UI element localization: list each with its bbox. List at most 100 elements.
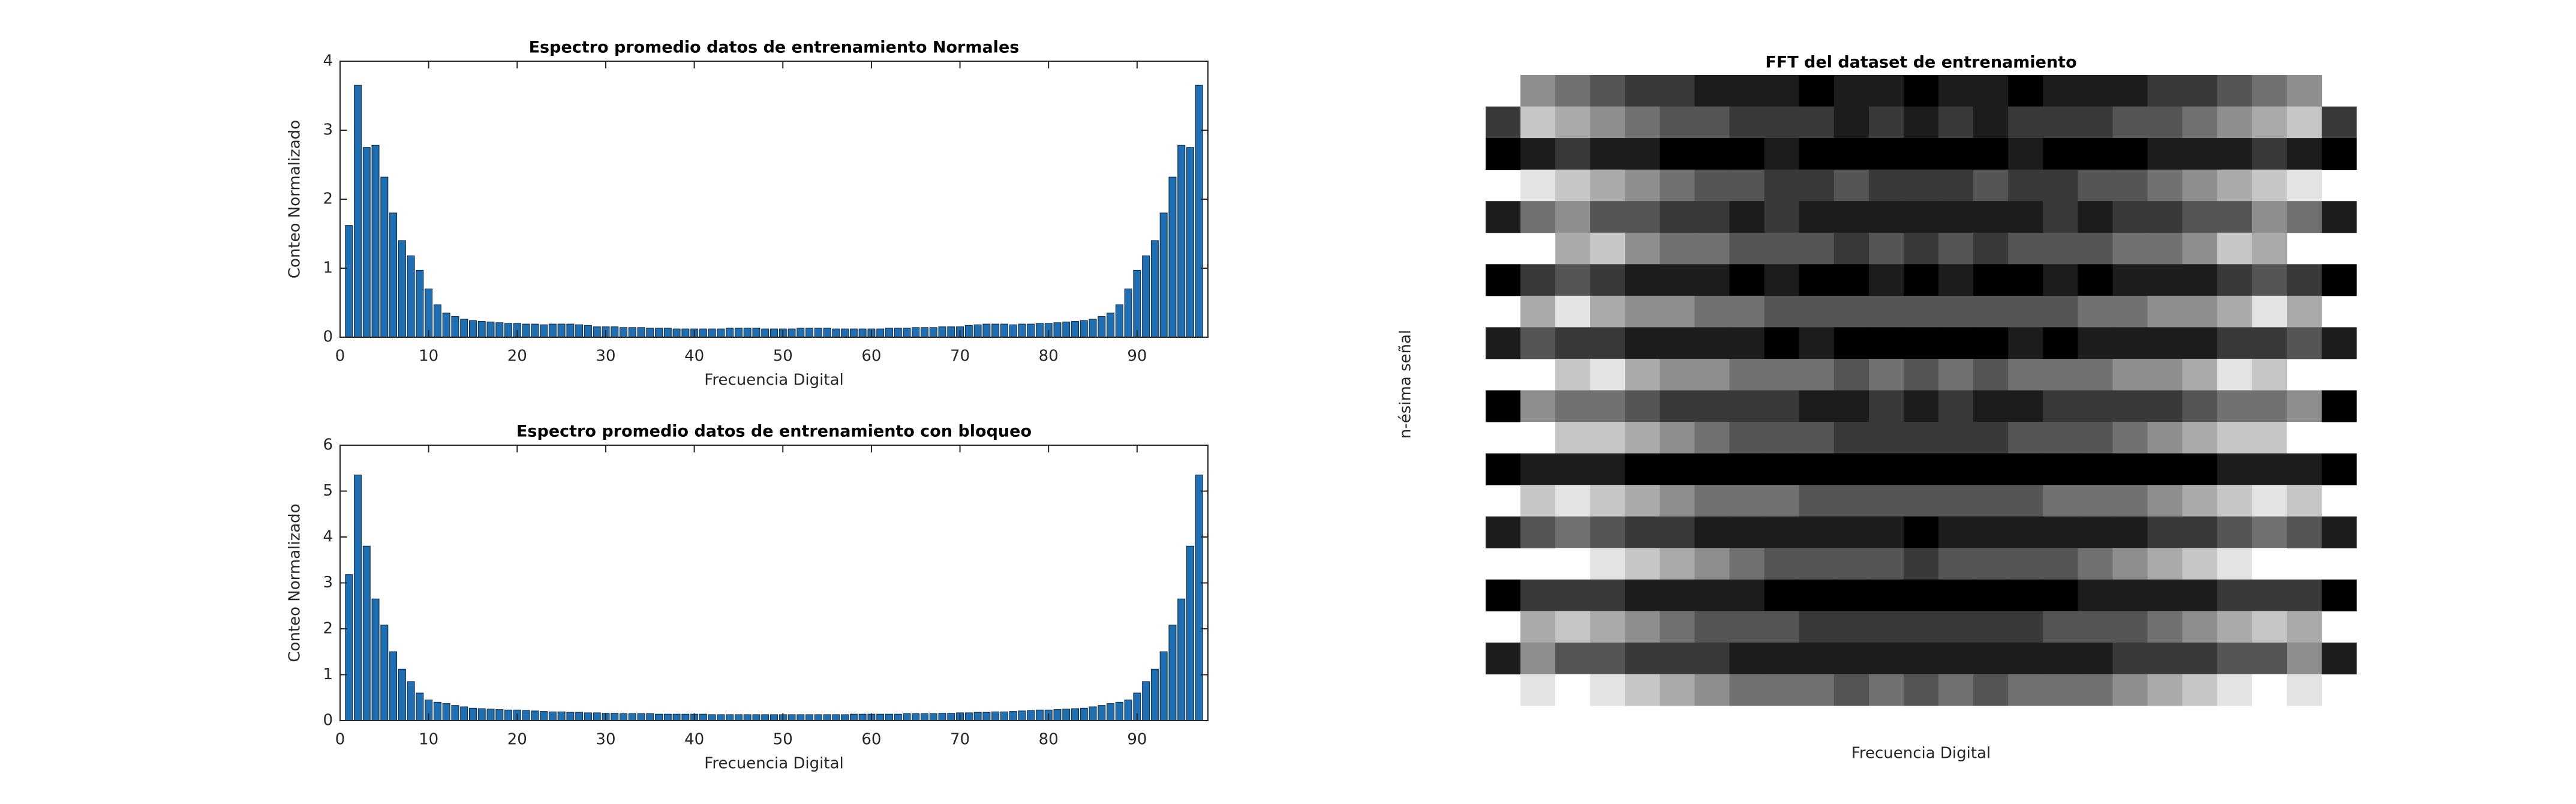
- bar: [1035, 709, 1044, 721]
- heatmap-cell: [1799, 390, 1835, 422]
- heatmap-cell: [1973, 169, 2009, 202]
- heatmap-cell: [2147, 485, 2183, 517]
- heatmap-cell: [1694, 75, 1730, 107]
- bar: [416, 269, 424, 338]
- heatmap-cell: [2043, 327, 2078, 359]
- heatmap-cell: [1555, 674, 1591, 706]
- heatmap-cell: [2112, 264, 2148, 296]
- heatmap-cell: [1625, 295, 1660, 328]
- heatmap-cell: [1555, 295, 1591, 328]
- y-tick-label: 6: [323, 436, 333, 454]
- y-tick-label: 4: [323, 52, 333, 70]
- bar: [708, 328, 716, 338]
- heatmap-cell: [1938, 422, 1974, 454]
- heatmap-cell: [1590, 674, 1625, 706]
- bar: [557, 711, 566, 721]
- heatmap-cell: [2147, 453, 2183, 485]
- bar: [416, 692, 424, 721]
- heatmap-cell: [2112, 485, 2148, 517]
- bar: [973, 324, 982, 338]
- heatmap-cell: [1868, 390, 1904, 422]
- heatmap-cell: [2043, 75, 2078, 107]
- heatmap-cell: [1833, 485, 1869, 517]
- heatmap-cell: [2147, 232, 2183, 265]
- y-tick-label: 1: [323, 665, 333, 683]
- bar: [1142, 255, 1150, 338]
- heatmap-cell: [2043, 674, 2078, 706]
- heatmap-cell: [1868, 642, 1904, 674]
- heatmap-cell: [1973, 358, 2009, 391]
- heatmap-cell: [1660, 548, 1695, 580]
- heatmap-cell: [2078, 358, 2113, 391]
- heatmap-cell: [1938, 232, 1974, 265]
- heatmap-cell: [1903, 390, 1939, 422]
- x-tick-label: 80: [1039, 347, 1059, 365]
- bar: [1159, 212, 1168, 338]
- heatmap-cell: [1799, 453, 1835, 485]
- bar: [371, 145, 380, 338]
- heatmap-cell: [2008, 548, 2043, 580]
- bar: [584, 325, 592, 338]
- bar: [407, 681, 415, 721]
- heatmap-cell: [1833, 295, 1869, 328]
- bar: [1142, 681, 1150, 721]
- heatmap-cell: [1590, 579, 1625, 611]
- x-tick-label: 10: [419, 347, 438, 365]
- bar: [548, 711, 557, 721]
- heatmap-cell: [2147, 295, 2183, 328]
- heatmap-cell: [1868, 327, 1904, 359]
- bar: [398, 240, 406, 338]
- heatmap-cell: [2112, 106, 2148, 139]
- heatmap-cell: [1625, 75, 1660, 107]
- heatmap-cell: [1660, 579, 1695, 611]
- x-tick-label: 90: [1127, 731, 1147, 749]
- x-axis-label: Frecuencia Digital: [704, 371, 843, 389]
- bar: [637, 327, 645, 338]
- heatmap-cell: [2252, 516, 2288, 548]
- bar: [663, 328, 672, 338]
- heatmap-cell: [2008, 358, 2043, 391]
- bar: [468, 320, 477, 338]
- heatmap-cell: [2078, 327, 2113, 359]
- heatmap-cell: [2147, 611, 2183, 643]
- heatmap-cell: [2078, 548, 2113, 580]
- bar: [699, 328, 707, 338]
- heatmap-cell: [1833, 516, 1869, 548]
- heatmap-cell: [2078, 201, 2113, 233]
- heatmap-cell: [1833, 390, 1869, 422]
- heatmap-cell: [2112, 611, 2148, 643]
- heatmap-cell: [1520, 169, 1556, 202]
- heatmap-cell: [1590, 201, 1625, 233]
- bar: [681, 328, 690, 338]
- heatmap-cell: [1625, 516, 1660, 548]
- y-tick-label: 1: [323, 259, 333, 277]
- bar: [912, 327, 920, 338]
- heatmap-cell: [1555, 201, 1591, 233]
- heatmap-cell: [2182, 390, 2218, 422]
- heatmap-cell: [1590, 138, 1625, 170]
- bar: [628, 713, 636, 721]
- bar: [964, 712, 973, 721]
- heatmap-cell: [2182, 548, 2218, 580]
- bar: [841, 714, 849, 721]
- heatmap-cell: [1590, 390, 1625, 422]
- bar: [1089, 319, 1097, 338]
- heatmap-cell: [1903, 611, 1939, 643]
- heatmap-cell: [2286, 390, 2322, 422]
- heatmap-cell: [2321, 264, 2357, 296]
- heatmap-cell: [2252, 264, 2288, 296]
- heatmap-cell: [1729, 390, 1765, 422]
- heatmap-cell: [1520, 453, 1556, 485]
- heatmap-cell: [1694, 327, 1730, 359]
- heatmap-cell: [1764, 422, 1800, 454]
- bar: [362, 545, 371, 721]
- heatmap-cell: [1903, 169, 1939, 202]
- heatmap-cell: [2286, 611, 2322, 643]
- heatmap-cell: [1799, 169, 1835, 202]
- heatmap-cell: [1555, 75, 1591, 107]
- heatmap-cell: [1973, 674, 2009, 706]
- heatmap-cell: [1520, 264, 1556, 296]
- heatmap-cell: [2043, 579, 2078, 611]
- bar: [619, 713, 627, 721]
- heatmap-cell: [2078, 485, 2113, 517]
